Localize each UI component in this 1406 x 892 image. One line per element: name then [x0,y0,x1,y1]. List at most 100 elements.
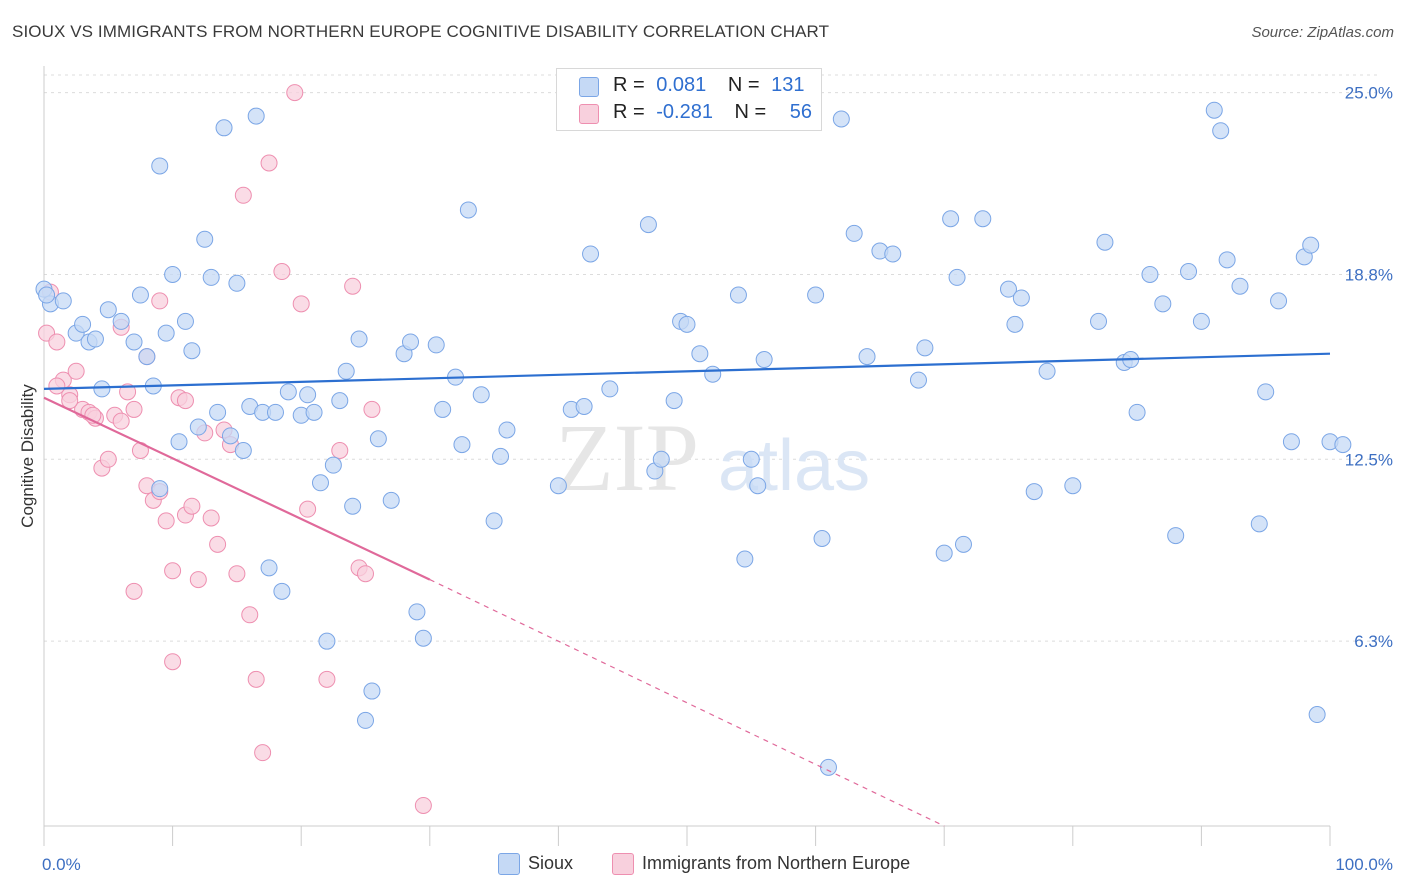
legend-n-label: N = [727,74,760,96]
sioux-point [942,210,960,228]
sioux-point [189,418,207,436]
sioux-point [742,450,760,468]
sioux-point [183,342,201,360]
immigrants-point [189,571,207,589]
sioux-point [221,427,239,445]
tick-labels: 25.0% 18.8% 12.5% 6.3% 0.0% 100.0% [42,84,1393,874]
sioux-point [1012,289,1030,307]
sioux-point [228,274,246,292]
immigrants-point [67,362,85,380]
sioux-point [858,348,876,366]
sioux-point [74,315,92,333]
sioux-point [350,330,368,348]
sioux-point [954,535,972,553]
immigrants-point [112,412,130,430]
legend-n-label: N = [734,101,767,123]
immigrants-point [209,535,227,553]
sioux-point [575,397,593,415]
sioux-point [151,157,169,175]
immigrants-point [331,442,349,459]
sioux-point [485,512,503,530]
immigrants-trend-line [43,396,431,581]
immigrants-point [292,295,310,313]
sioux-point [363,682,381,700]
watermark-zip: ZIP [555,404,699,511]
sioux-point [414,629,432,647]
sioux-point [749,477,767,495]
sioux-point [408,603,426,621]
legend-n-value: 131 [771,74,805,96]
sioux-point [492,447,510,465]
sioux-point [369,430,387,448]
sioux-point [459,201,477,219]
immigrants-point [241,606,259,624]
chart-title: SIOUX VS IMMIGRANTS FROM NORTHERN EUROPE… [12,22,830,41]
sioux-point [935,544,953,562]
sioux-point [1250,515,1268,533]
sioux-point [54,292,72,310]
immigrants-point [286,84,304,102]
sioux-point [974,210,992,228]
sioux-point [916,339,934,357]
sioux-point [813,530,831,548]
sioux-point [93,380,111,398]
sioux-point [549,477,567,495]
immigrants-point [260,154,278,172]
sioux-point [215,119,233,137]
sioux-point [1141,265,1159,283]
sioux-point [1038,362,1056,380]
sioux-point [202,268,220,286]
immigrants-point [247,670,265,688]
sioux-point [273,582,291,600]
sioux-point [755,351,773,369]
sioux-point [691,345,709,363]
y-axis-label: Cognitive Disability [18,384,37,528]
sioux-point [176,312,194,330]
y-tick-label: 12.5% [1345,450,1393,469]
sioux-point [86,330,104,348]
sioux-point [357,711,374,729]
sioux-point [434,400,452,418]
sioux-point [260,559,278,577]
immigrants-point [299,500,317,518]
sioux-point [1000,280,1017,298]
immigrants-point [273,263,291,281]
immigrants-point [363,400,381,418]
source-label: Source: ZipAtlas.com [1251,24,1394,41]
trend-lines [43,352,1331,827]
sioux-point [1205,101,1223,119]
sioux-point [665,392,683,410]
immigrants-point [176,392,194,410]
immigrants-point [164,562,182,580]
immigrants-point [414,796,432,814]
sioux-point [1231,277,1249,295]
sioux-point [125,333,143,351]
sioux-point [736,550,754,568]
sioux-point [652,450,670,468]
sioux-point [729,286,747,304]
immigrants-point [48,333,66,351]
immigrants-point [164,653,182,671]
immigrants-point [228,565,246,583]
sioux-point [678,315,696,333]
sioux-point [311,474,329,492]
sioux-point [305,403,323,421]
sioux-point [1167,527,1185,545]
sioux-point [337,362,355,380]
immigrants-trend-extension [429,579,945,827]
sioux-point [884,245,902,263]
watermark-atlas: atlas [718,426,870,506]
sioux-point [1096,233,1114,251]
immigrants-point [125,582,143,600]
immigrants-point [254,744,272,762]
immigrants-point [99,450,117,468]
sioux-point [164,265,182,283]
sioux-point [170,433,188,451]
sioux-point [131,286,149,304]
sioux-point [498,421,516,439]
immigrants-point [318,670,336,688]
sioux-point [427,336,445,354]
sioux-point [1270,292,1288,310]
legend-swatch-sioux [579,77,599,97]
immigrants-point [357,565,374,583]
